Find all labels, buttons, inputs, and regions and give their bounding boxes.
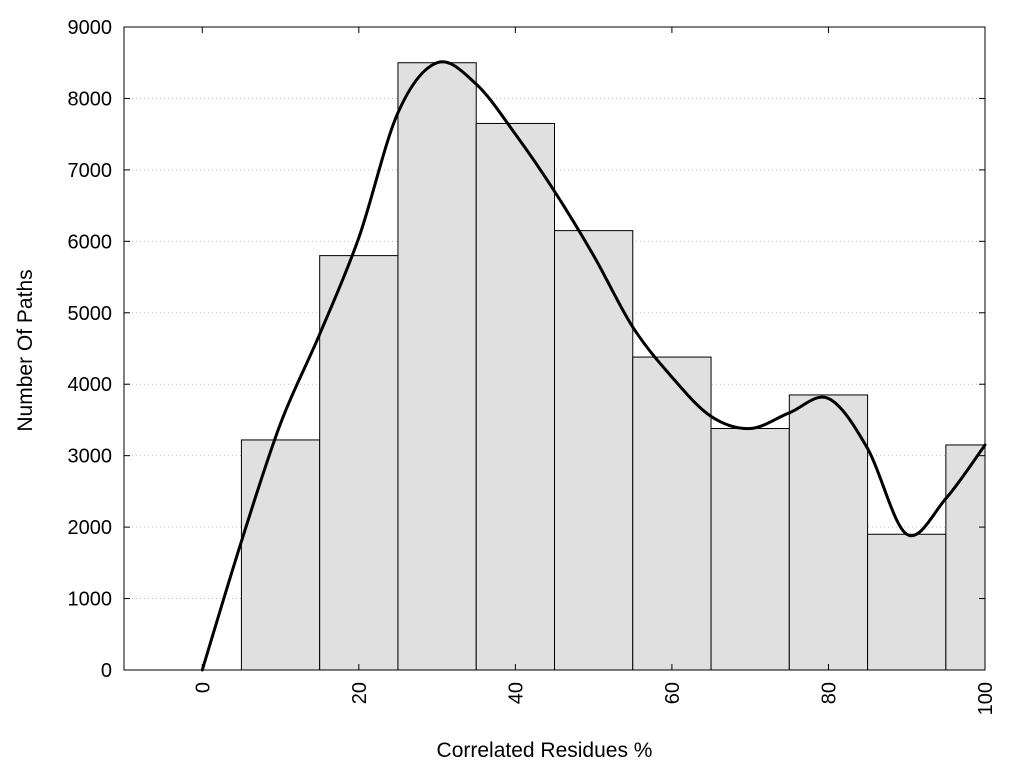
y-tick-label: 3000 — [68, 446, 113, 468]
bar-20 — [319, 255, 399, 671]
bar-90 — [867, 533, 947, 671]
bar-80 — [788, 394, 869, 671]
y-tick-label: 8000 — [68, 88, 113, 110]
y-tick-label: 5000 — [68, 303, 113, 325]
y-tick-label: 0 — [101, 660, 112, 682]
smooth-line — [200, 60, 987, 672]
y-axis-ticks: 0 1000 2000 3000 4000 5000 6000 7000 8000 9000 — [68, 17, 985, 682]
y-tick-label: 2000 — [68, 517, 113, 539]
y-tick-label: 7000 — [68, 160, 113, 182]
plot-frame — [123, 26, 986, 671]
bars — [240, 62, 986, 671]
y-axis-label: Number Of Paths — [14, 269, 37, 431]
x-tick-label: 0 — [192, 682, 214, 693]
x-tick-label: 100 — [975, 682, 997, 715]
bar-40 — [475, 122, 555, 671]
y-tick-label: 1000 — [68, 589, 113, 611]
bar-100 — [945, 444, 986, 671]
x-axis-label: Correlated Residues % — [437, 739, 653, 762]
bar-50 — [554, 230, 634, 671]
x-axis-ticks: 0 20 40 60 80 100 — [192, 27, 997, 715]
smooth-curve-group — [200, 60, 987, 672]
y-tick-label: 4000 — [68, 374, 113, 396]
x-tick-label: 80 — [818, 682, 840, 704]
bar-30 — [397, 62, 477, 671]
x-tick-label: 60 — [662, 682, 684, 704]
bar-60 — [632, 356, 712, 671]
bar-10 — [240, 439, 321, 671]
y-tick-label: 6000 — [68, 231, 113, 253]
x-tick-label: 20 — [349, 682, 371, 704]
x-tick-label: 40 — [505, 682, 527, 704]
y-tick-label: 9000 — [68, 17, 113, 39]
bar-70 — [710, 428, 790, 671]
